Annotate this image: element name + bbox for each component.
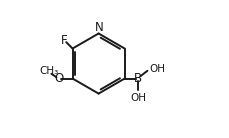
Text: OH: OH <box>149 64 164 74</box>
Text: F: F <box>60 34 67 47</box>
Text: CH₃: CH₃ <box>39 66 58 76</box>
Text: N: N <box>95 21 103 34</box>
Text: O: O <box>54 72 63 85</box>
Text: OH: OH <box>130 93 146 103</box>
Text: B: B <box>134 72 142 85</box>
